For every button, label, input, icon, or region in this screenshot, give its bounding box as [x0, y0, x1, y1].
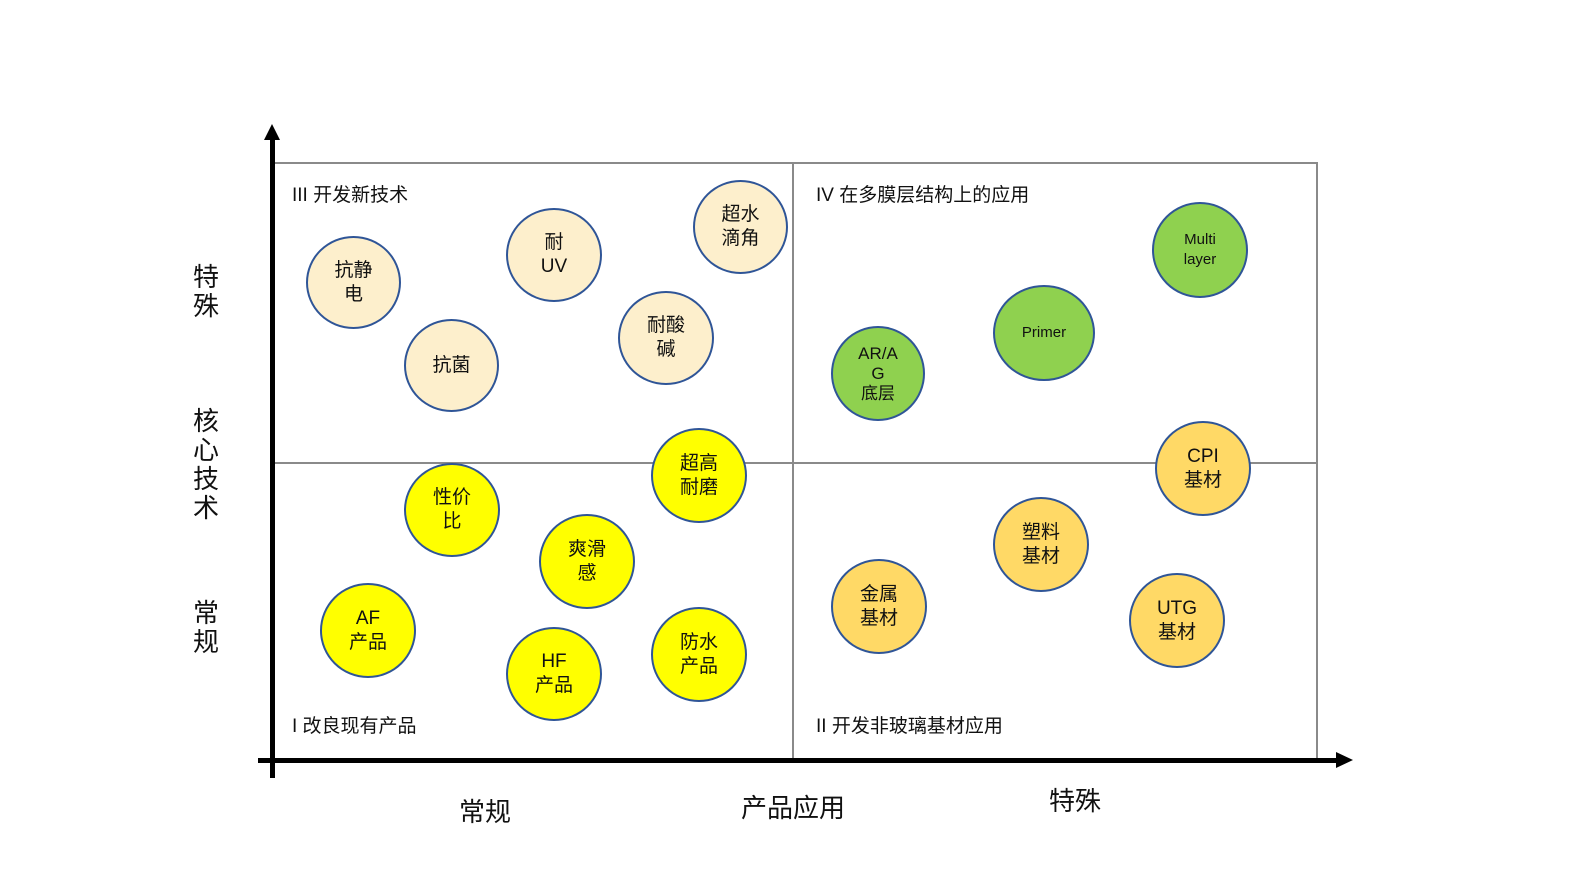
x-axis-label-special: 特殊 [1049, 787, 1102, 817]
bubble-super-hydrophobic: 超水 滴角 [693, 180, 788, 274]
grid-top-line [274, 162, 1318, 164]
bubble-label: 耐 UV [540, 232, 568, 277]
y-axis-label-regular: 常 规 [192, 599, 219, 658]
bubble-utg-substrate: UTG 基材 [1129, 573, 1225, 668]
grid-right-line [1316, 162, 1318, 760]
bubble-arag-base-layer: AR/A G 底层 [831, 326, 925, 421]
bubble-label: AF 产品 [348, 607, 387, 653]
y-axis [270, 138, 275, 778]
bubble-acid-alkali-resistant: 耐酸 碱 [618, 291, 714, 385]
bubble-label: 爽滑 感 [567, 538, 606, 584]
bubble-cost-performance: 性价 比 [404, 463, 500, 557]
y-axis-label-special: 特 殊 [192, 263, 219, 322]
x-axis-arrow-icon [1336, 752, 1353, 768]
bubble-label: CPI 基材 [1183, 445, 1222, 491]
grid-vertical-divider [792, 162, 794, 760]
bubble-label: 金属 基材 [859, 583, 898, 629]
x-axis-label-regular: 常规 [459, 798, 512, 828]
bubble-waterproof-product: 防水 产品 [651, 607, 747, 702]
bubble-label: 防水 产品 [679, 631, 718, 677]
bubble-label: Multi layer [1183, 231, 1217, 268]
bubble-label: HF 产品 [534, 651, 573, 696]
bubble-uv-resistant: 耐 UV [506, 208, 602, 302]
bubble-label: 性价 比 [432, 487, 471, 532]
bubble-high-wear-resistance: 超高 耐磨 [651, 428, 747, 523]
bubble-label: 耐酸 碱 [646, 315, 685, 360]
bubble-cpi-substrate: CPI 基材 [1155, 421, 1251, 516]
quadrant-2-title: II 开发非玻璃基材应用 [816, 716, 1003, 737]
bubble-label: 抗菌 [432, 354, 471, 376]
bubble-primer: Primer [993, 285, 1095, 381]
bubble-plastic-substrate: 塑料 基材 [993, 497, 1089, 592]
bubble-metal-substrate: 金属 基材 [831, 559, 927, 654]
bubble-antistatic: 抗静 电 [306, 236, 401, 329]
bubble-label: AR/A G 底层 [858, 343, 898, 403]
bubble-hf-product: HF 产品 [506, 627, 602, 721]
quadrant-4-title: IV 在多膜层结构上的应用 [816, 185, 1030, 206]
bubble-antibacterial: 抗菌 [404, 319, 499, 412]
bubble-label: 塑料 基材 [1021, 521, 1060, 567]
quadrant-1-title: I 改良现有产品 [292, 716, 417, 737]
bubble-label: 超水 滴角 [721, 204, 760, 249]
quadrant-3-title: III 开发新技术 [292, 185, 409, 206]
bubble-af-product: AF 产品 [320, 583, 416, 678]
bubble-label: Primer [1021, 324, 1067, 341]
x-axis [258, 758, 1338, 763]
y-axis-title: 核 心 技 术 [192, 407, 219, 524]
bubble-label: 抗静 电 [334, 259, 373, 305]
grid-horizontal-divider [274, 462, 1318, 464]
bubble-label: UTG 基材 [1156, 597, 1198, 643]
bubble-label: 超高 耐磨 [679, 452, 718, 498]
bubble-smooth-feel: 爽滑 感 [539, 514, 635, 609]
bubble-multilayer: Multi layer [1152, 202, 1248, 298]
x-axis-title: 产品应用 [741, 794, 846, 824]
y-axis-arrow-icon [264, 124, 280, 140]
